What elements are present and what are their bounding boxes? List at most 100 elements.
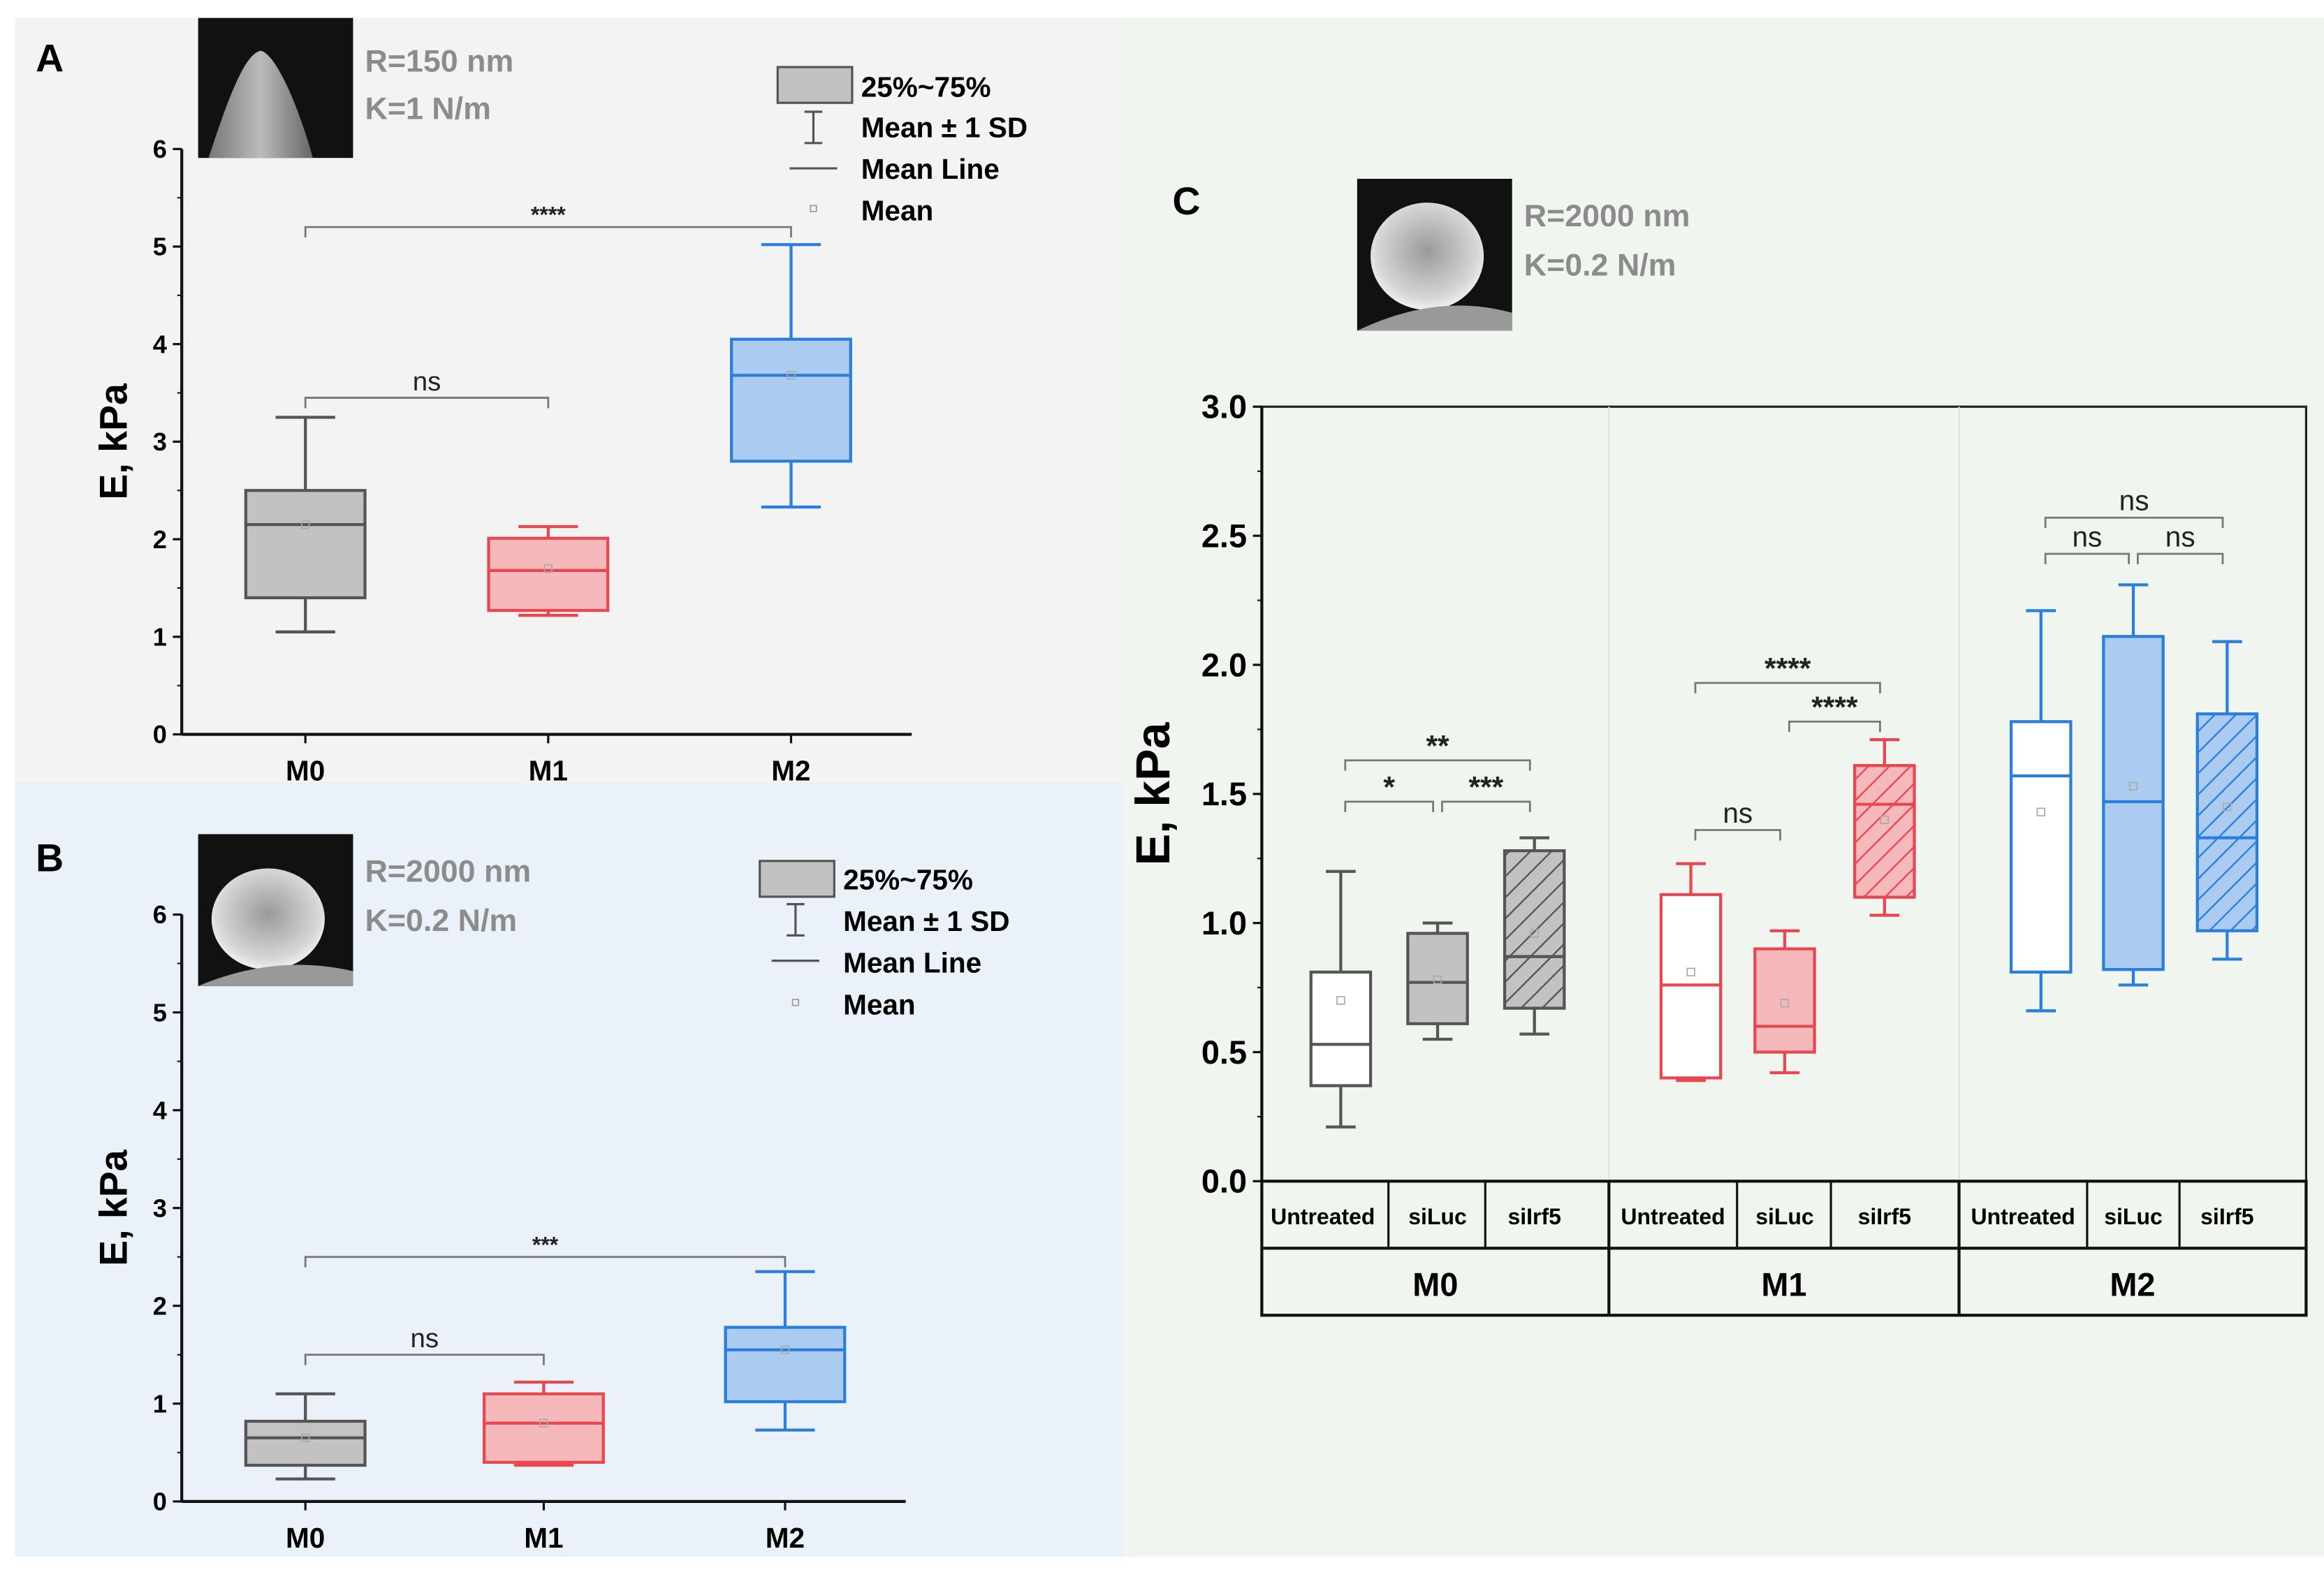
box-m1: [1659, 862, 1723, 1083]
box-m1: [487, 524, 610, 617]
significance-label: ****: [1811, 691, 1858, 724]
mean-marker: [1433, 975, 1442, 985]
x-category-label: Untreated: [1271, 1204, 1375, 1229]
box-iqr: [244, 489, 367, 600]
y-tick-label: 1.0: [1201, 905, 1247, 941]
significance-label: ***: [1468, 770, 1503, 804]
y-tick-label: 5: [153, 998, 167, 1027]
y-axis-label: E, kPa: [92, 383, 135, 500]
significance-label: ns: [1723, 797, 1753, 829]
box-iqr: [2195, 712, 2259, 932]
box-m2: [2195, 640, 2259, 961]
box-m0: [1406, 921, 1469, 1041]
significance-label: **: [1426, 729, 1449, 763]
y-tick-label: 6: [153, 900, 167, 929]
y-tick-label: 2.5: [1201, 518, 1247, 555]
legend-mean-label: Mean: [861, 195, 934, 227]
significance-label: *: [1383, 770, 1395, 804]
box-m2: [2102, 583, 2165, 987]
significance-label: ns: [413, 367, 441, 397]
chart-b: 0 1 2 3 4 5 6 E, kPa M0 M1 M2 ns ***: [92, 900, 906, 1554]
chart-c: 0.0 0.5 1.0 1.5 2.0 2.5 3.0 E, kPa Untreated siLu…: [1127, 389, 2308, 1317]
chart-a: 0 1 2 3 4 5 6 E, kPa M0 M1 M2 ns ****: [92, 135, 912, 787]
y-axis-label: E, kPa: [1127, 721, 1180, 865]
significance-label: ns: [2165, 520, 2195, 552]
x-tick-label: M1: [529, 755, 568, 787]
significance-label: ns: [2119, 485, 2149, 517]
legend-a: 25%~75% Mean ± 1 SD Mean Line Mean: [776, 66, 1028, 227]
box-iqr: [1503, 849, 1566, 1010]
mean-marker: [1530, 929, 1539, 938]
significance-bracket: [304, 1256, 787, 1268]
mean-marker: [1686, 967, 1695, 977]
box-m1: [1853, 738, 1916, 917]
x-tick-label: M2: [771, 755, 810, 787]
mean-marker: [539, 1418, 548, 1428]
box-iqr: [2010, 720, 2073, 974]
box-iqr: [487, 536, 610, 612]
box-m1: [482, 1380, 605, 1467]
y-tick-label: 6: [153, 135, 167, 163]
mean-marker: [301, 520, 310, 529]
box-m0: [1503, 836, 1566, 1036]
box-m2: [2010, 609, 2073, 1013]
mean-marker: [1880, 815, 1890, 824]
x-category-label: Untreated: [1621, 1204, 1725, 1229]
significance-bracket: [1344, 800, 1435, 812]
mean-marker: [2223, 802, 2232, 812]
x-category-label: siLuc: [1408, 1204, 1467, 1229]
legend-mean-label: Mean: [843, 988, 916, 1020]
box-iqr: [724, 1326, 847, 1404]
significance-label: ns: [411, 1323, 439, 1353]
group-label: M0: [1412, 1267, 1458, 1303]
group-label: M2: [2110, 1267, 2155, 1303]
box-iqr: [244, 1419, 367, 1467]
sem-sphere-image-c: [1357, 178, 1512, 331]
significance-label: ****: [1764, 652, 1811, 685]
sem-tip-image: [198, 17, 353, 159]
box-iqr: [1853, 764, 1916, 899]
group-label: M1: [1761, 1267, 1806, 1303]
significance-bracket: [1788, 720, 1881, 733]
significance-bracket: [304, 397, 550, 409]
y-tick-label: 2: [153, 1291, 167, 1320]
mean-marker: [1780, 999, 1790, 1008]
legend-whisker-label: Mean ± 1 SD: [843, 905, 1009, 937]
y-tick-label: 1: [153, 1389, 167, 1418]
probe-stiffness-b: K=0.2 N/m: [365, 903, 518, 938]
y-tick-label: 0: [153, 1488, 167, 1516]
y-tick-label: 2: [153, 525, 167, 554]
panel-a-letter: A: [36, 36, 64, 80]
mean-marker: [2036, 807, 2045, 816]
mean-marker: [1336, 996, 1345, 1005]
box-iqr: [482, 1392, 605, 1464]
significance-bracket: [2044, 552, 2131, 564]
y-tick-label: 1.5: [1201, 776, 1247, 812]
probe-radius-c: R=2000 nm: [1524, 198, 1690, 233]
mean-marker: [301, 1433, 310, 1442]
box-iqr: [1406, 932, 1469, 1025]
x-category-label: siIrf5: [1507, 1204, 1561, 1229]
y-tick-label: 0.5: [1201, 1034, 1247, 1071]
y-tick-label: 0: [153, 720, 167, 749]
x-category-label: Untreated: [1971, 1204, 2075, 1229]
significance-bracket: [1694, 682, 1881, 694]
significance-bracket: [2137, 552, 2224, 564]
y-tick-label: 4: [153, 1096, 167, 1124]
mean-marker: [2128, 782, 2138, 791]
x-category-label: siLuc: [2104, 1204, 2163, 1229]
panel-c-letter: C: [1172, 179, 1200, 223]
significance-bracket: [304, 1353, 545, 1365]
box-m1: [1753, 929, 1816, 1075]
probe-radius-b: R=2000 nm: [365, 854, 532, 889]
box-m2: [730, 243, 852, 509]
y-tick-label: 3: [153, 1194, 167, 1222]
probe-radius-a: R=150 nm: [365, 43, 514, 78]
x-category-label: siIrf5: [2200, 1204, 2253, 1229]
y-tick-label: 3: [153, 427, 167, 456]
y-tick-label: 5: [153, 233, 167, 261]
probe-stiffness-c: K=0.2 N/m: [1524, 248, 1676, 283]
box-m0: [1309, 870, 1373, 1129]
legend-box-label: 25%~75%: [843, 863, 973, 895]
